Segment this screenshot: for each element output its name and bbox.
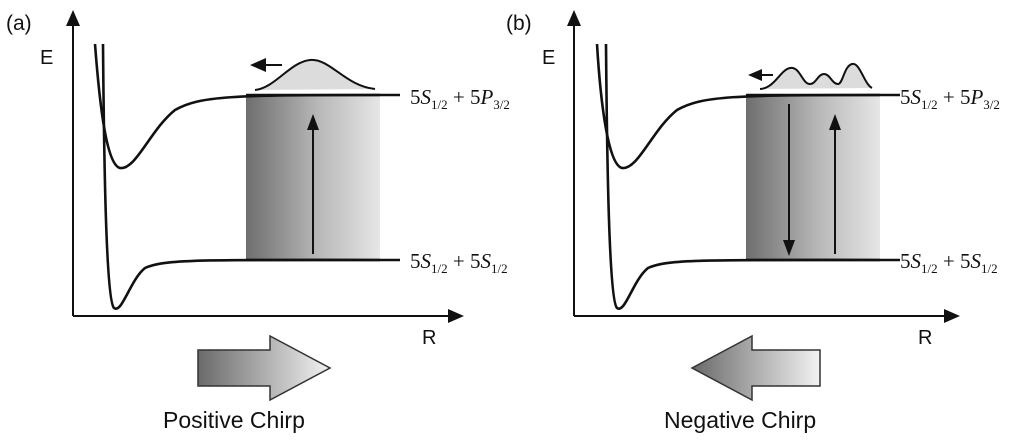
panel-b-wavepacket-fill [760, 63, 872, 89]
panel-b-motion-arrowhead [748, 69, 762, 81]
panel-b-x-axis-arrowhead [944, 309, 960, 323]
panel-b-excitation-band [746, 96, 880, 260]
panel-b-lower-state-label: 5S1/2 + 5S1/2 [900, 249, 998, 276]
panel-b-chirp-label: Negative Chirp [664, 407, 816, 433]
panel-b-ground-potential-curve [604, 43, 881, 310]
panel-a-motion-arrowhead [250, 58, 266, 72]
panel-a-x-axis-arrowhead [448, 309, 464, 323]
panel-a-x-axis-label: R [422, 327, 436, 349]
panel-a-y-axis-label: E [40, 47, 53, 69]
panel-b-upper-state-label: 5S1/2 + 5P3/2 [900, 85, 1000, 112]
panel-b-stimulated-emission-arrowhead [783, 240, 795, 256]
panel-b: (b) E R 5S1/2 + 5P3/2 5S1/2 + 5S1/2 [506, 10, 1000, 433]
panel-b-x-axis-label: R [918, 327, 932, 349]
panel-a-excitation-arrowhead [307, 114, 319, 130]
panel-a-wavepacket-fill [255, 59, 375, 90]
panel-b-chirp-arrow [690, 334, 821, 402]
panel-a-tag: (a) [6, 12, 32, 35]
panel-a-wavepacket [254, 58, 376, 91]
panel-b-excitation-arrowhead [829, 114, 841, 130]
panel-a-y-axis-arrowhead [66, 10, 80, 26]
panel-a: (a) E R 5S1/2 + 5P3/2 5S1/2 + 5S1/2 Posi… [6, 10, 510, 433]
panel-b-tag: (b) [506, 12, 532, 35]
panel-a-upper-state-label: 5S1/2 + 5P3/2 [410, 85, 510, 112]
panel-a-chirp-arrow [197, 334, 332, 402]
panel-b-y-axis-arrowhead [567, 10, 581, 26]
panel-b-y-axis-label: E [542, 47, 555, 69]
panel-a-ground-potential-curve [101, 43, 381, 310]
panel-b-wavepacket [759, 62, 873, 90]
panel-a-chirp-label: Positive Chirp [163, 407, 305, 433]
panel-a-lower-state-label: 5S1/2 + 5S1/2 [410, 249, 508, 276]
